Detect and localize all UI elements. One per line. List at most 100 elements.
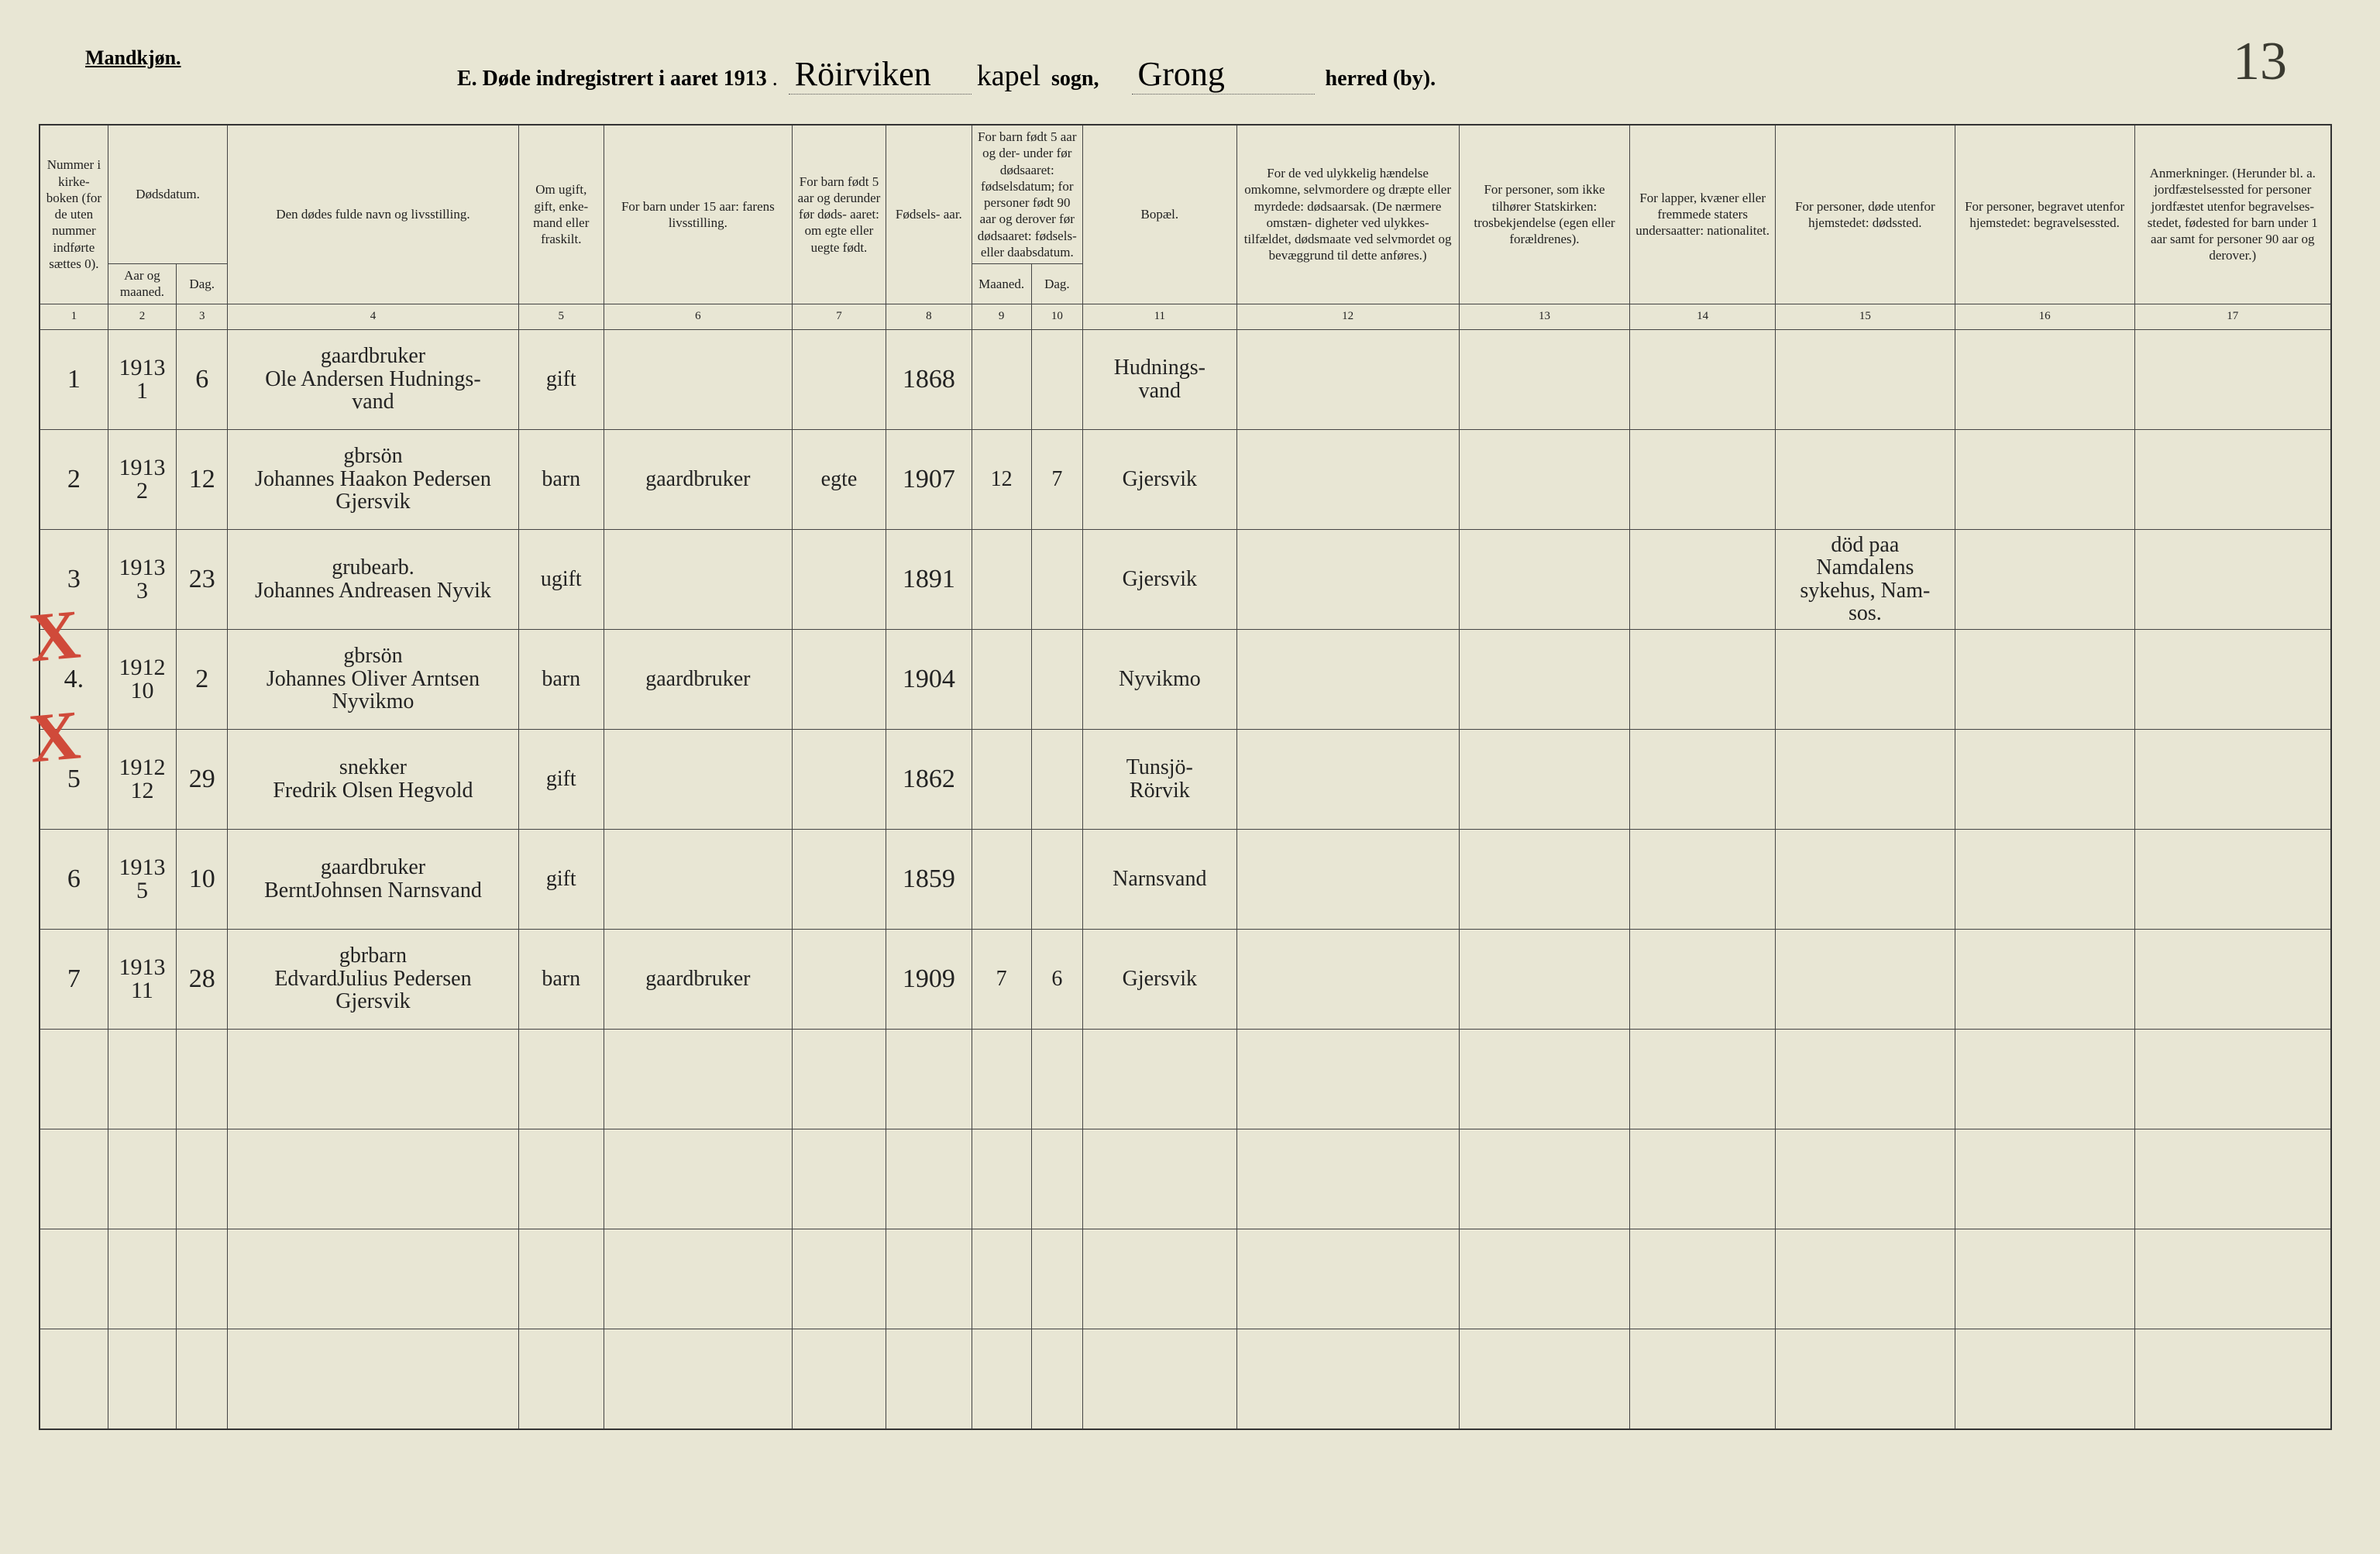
empty-cell (1955, 1129, 2134, 1229)
col-num: 8 (886, 304, 972, 329)
col-num: 14 (1630, 304, 1776, 329)
cell-value: 23 (189, 565, 215, 593)
cell-name: snekker Fredrik Olsen Hegvold (228, 729, 518, 829)
cell-legit (792, 729, 886, 829)
header-row-1: Nummer i kirke- boken (for de uten numme… (40, 125, 2331, 264)
empty-cell (228, 1329, 518, 1429)
cell-bm (972, 729, 1031, 829)
cell-burialplace (1955, 929, 2134, 1029)
sogn-label: sogn, (1051, 67, 1099, 91)
cell-value: Nyvikmo (1119, 667, 1201, 691)
cell-num: 2 (40, 429, 108, 529)
cell-remarks (2134, 529, 2331, 629)
col-num: 2 (108, 304, 176, 329)
cell-bd: 6 (1031, 929, 1082, 1029)
cell-value: 7 (1051, 467, 1062, 491)
cell-value: 12 (189, 465, 215, 493)
cell-value: död paa Namdalens sykehus, Nam- sos. (1800, 533, 1930, 625)
cell-year_month: 1912 10 (108, 629, 176, 729)
cell-bd (1031, 329, 1082, 429)
empty-cell (1031, 1329, 1082, 1429)
cell-father: gaardbruker (604, 929, 792, 1029)
empty-cell (1630, 1329, 1776, 1429)
empty-cell (1031, 1029, 1082, 1129)
col-num: 10 (1031, 304, 1082, 329)
cell-burialplace (1955, 729, 2134, 829)
cell-value: Hudnings- vand (1114, 356, 1205, 402)
cell-status: gift (518, 829, 604, 929)
cell-value: Tunsjö- Rörvik (1126, 755, 1193, 802)
cell-value: 1862 (903, 765, 955, 793)
cell-status: gift (518, 729, 604, 829)
cell-value: 1913 3 (119, 555, 165, 603)
empty-cell (518, 1129, 604, 1229)
cell-faith (1459, 629, 1630, 729)
cell-status: ugift (518, 529, 604, 629)
empty-cell (1630, 1229, 1776, 1329)
empty-cell (1630, 1029, 1776, 1129)
cell-day: 28 (177, 929, 228, 1029)
empty-cell (792, 1029, 886, 1129)
cell-faith (1459, 729, 1630, 829)
title-block: E. Døde indregistrert i aaret 1913 . Röi… (457, 54, 1436, 95)
cell-year_month: 1913 1 (108, 329, 176, 429)
cell-year_month: 1913 11 (108, 929, 176, 1029)
col-subheader: Dag. (177, 264, 228, 304)
cell-value: 1891 (903, 565, 955, 593)
cell-residence: Gjersvik (1083, 529, 1237, 629)
cell-deathplace (1775, 429, 1955, 529)
cell-num: 6 (40, 829, 108, 929)
table-body: 11913 16gaardbruker Ole Andersen Hudning… (40, 329, 2331, 1429)
cell-year_month: 1913 5 (108, 829, 176, 929)
cell-nationality (1630, 329, 1776, 429)
page-header: Mandkjøn. E. Døde indregistrert i aaret … (39, 46, 2341, 101)
gender-label: Mandkjøn. (85, 46, 181, 70)
cell-day: 6 (177, 329, 228, 429)
table-head: Nummer i kirke- boken (for de uten numme… (40, 125, 2331, 329)
empty-cell (518, 1029, 604, 1129)
cell-value: 6 (195, 365, 208, 394)
cell-bd (1031, 529, 1082, 629)
empty-cell (972, 1329, 1031, 1429)
cell-value: 1912 12 (119, 755, 165, 803)
empty-cell (1031, 1229, 1082, 1329)
cell-value: 1913 11 (119, 954, 165, 1003)
cell-value: ugift (541, 567, 582, 591)
cell-value: 10 (189, 865, 215, 893)
cell-value: gbrsön Johannes Oliver Arntsen Nyvikmo (267, 644, 480, 713)
empty-cell (2134, 1029, 2331, 1129)
empty-cell (1236, 1229, 1459, 1329)
cell-father: gaardbruker (604, 629, 792, 729)
cell-value: 1904 (903, 665, 955, 693)
cell-remarks (2134, 829, 2331, 929)
cell-value: barn (542, 467, 580, 491)
cell-value: 1907 (903, 465, 955, 493)
cell-birthyear: 1904 (886, 629, 972, 729)
empty-cell (40, 1029, 108, 1129)
cell-cause (1236, 829, 1459, 929)
district-handwritten: Grong (1132, 54, 1315, 95)
col-header: For barn under 15 aar: farens livsstilli… (604, 125, 792, 304)
cell-num: 3 (40, 529, 108, 629)
empty-cell (886, 1329, 972, 1429)
cell-faith (1459, 829, 1630, 929)
col-num: 1 (40, 304, 108, 329)
cell-value: 1909 (903, 964, 955, 993)
empty-cell (228, 1229, 518, 1329)
table-row: 11913 16gaardbruker Ole Andersen Hudning… (40, 329, 2331, 429)
cell-remarks (2134, 729, 2331, 829)
cell-value: Gjersvik (1123, 567, 1197, 591)
cell-value: gift (546, 367, 576, 391)
col-header: Fødsels- aar. (886, 125, 972, 304)
cell-name: gaardbruker BerntJohnsen Narnsvand (228, 829, 518, 929)
cell-value: 7 (67, 964, 81, 993)
cell-father (604, 329, 792, 429)
cell-nationality (1630, 529, 1776, 629)
empty-cell (1630, 1129, 1776, 1229)
cell-remarks (2134, 629, 2331, 729)
cell-remarks (2134, 429, 2331, 529)
empty-cell (1459, 1229, 1630, 1329)
empty-cell (518, 1229, 604, 1329)
empty-cell (228, 1129, 518, 1229)
table-row: 4.1912 102gbrsön Johannes Oliver Arntsen… (40, 629, 2331, 729)
